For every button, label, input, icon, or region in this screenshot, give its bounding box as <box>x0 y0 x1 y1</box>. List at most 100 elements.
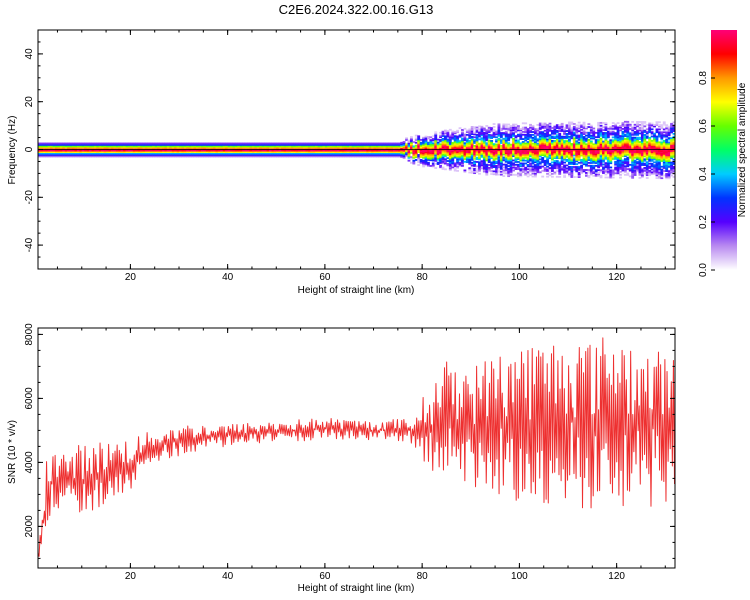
heatmap-cell <box>458 143 462 145</box>
heatmap-cell <box>589 143 593 146</box>
heatmap-cell <box>499 149 503 152</box>
heatmap-cell <box>149 152 153 155</box>
heatmap-cell <box>665 174 669 177</box>
heatmap-cell <box>497 149 501 152</box>
heatmap-cell <box>623 148 627 150</box>
heatmap-cell <box>563 137 566 140</box>
heatmap-cell <box>594 170 598 173</box>
heatmap-cell <box>417 159 421 162</box>
heatmap-cell <box>643 158 647 161</box>
heatmap-cell <box>79 145 83 148</box>
heatmap-cell <box>456 158 460 161</box>
heatmap-cell <box>183 152 187 155</box>
heatmap-cell <box>504 126 508 129</box>
heatmap-cell <box>621 146 625 149</box>
heatmap-cell <box>587 176 591 179</box>
heatmap-cell <box>645 149 649 152</box>
heatmap-cell <box>361 146 365 149</box>
heatmap-cell <box>162 145 165 148</box>
heatmap-cell <box>317 142 321 145</box>
heatmap-cell <box>572 160 576 163</box>
heatmap-cell <box>558 145 562 148</box>
heatmap-cell <box>242 155 246 158</box>
heatmap-cell <box>536 149 540 152</box>
heatmap-cell <box>264 142 267 145</box>
heatmap-cell <box>541 134 545 136</box>
heatmap-cell <box>453 149 457 152</box>
heatmap-cell <box>541 139 545 142</box>
heatmap-cell <box>76 149 80 152</box>
heatmap-cell <box>606 155 610 157</box>
heatmap-cell <box>176 142 180 145</box>
heatmap-cell <box>388 146 391 149</box>
heatmap-cell <box>64 155 68 158</box>
heatmap-cell <box>516 153 520 156</box>
heatmap-cell <box>232 155 236 158</box>
heatmap-cell <box>606 166 610 169</box>
heatmap-cell <box>371 142 374 145</box>
heatmap-cell <box>650 172 654 175</box>
heatmap-cell <box>91 154 95 156</box>
heatmap-cell <box>499 136 503 139</box>
heatmap-cell <box>341 154 345 156</box>
heatmap-cell <box>602 144 605 147</box>
heatmap-cell <box>485 147 489 150</box>
heatmap-cell <box>504 149 508 152</box>
heatmap-cell <box>638 123 642 126</box>
heatmap-cell <box>268 155 272 158</box>
heatmap-cell <box>487 164 491 166</box>
heatmap-cell <box>446 142 450 145</box>
heatmap-cell <box>558 130 562 132</box>
heatmap-cell <box>458 145 462 148</box>
heatmap-cell <box>536 145 540 148</box>
heatmap-cell <box>47 151 51 153</box>
heatmap-cell <box>660 134 664 137</box>
heatmap-cell <box>298 154 301 156</box>
heatmap-cell <box>609 149 613 152</box>
heatmap-cell <box>465 144 469 146</box>
heatmap-cell <box>653 170 656 172</box>
heatmap-cell <box>553 162 557 165</box>
heatmap-cell <box>490 165 494 168</box>
heatmap-cell <box>633 159 637 162</box>
heatmap-cell <box>337 155 340 158</box>
heatmap-cell <box>504 139 508 142</box>
heatmap-cell <box>665 141 669 144</box>
heatmap-cell <box>465 131 469 133</box>
heatmap-cell <box>283 151 287 153</box>
heatmap-cell <box>572 127 576 130</box>
heatmap-cell <box>337 146 340 149</box>
heatmap-cell <box>62 146 66 149</box>
heatmap-cell <box>616 143 620 146</box>
heatmap-cell <box>604 126 608 129</box>
heatmap-cell <box>640 172 644 175</box>
heatmap-cell <box>81 151 85 153</box>
heatmap-cell <box>597 147 601 150</box>
heatmap-cell <box>602 134 605 137</box>
heatmap-cell <box>597 173 601 176</box>
heatmap-cell <box>524 129 528 132</box>
heatmap-cell <box>504 146 508 149</box>
heatmap-cell <box>324 154 328 156</box>
heatmap-cell <box>478 142 481 145</box>
heatmap-cell <box>149 155 153 158</box>
heatmap-cell <box>611 145 615 147</box>
heatmap-cell <box>636 142 639 145</box>
heatmap-cell <box>157 154 160 156</box>
heatmap-cell <box>592 150 596 153</box>
heatmap-cell <box>519 172 523 175</box>
heatmap-cell <box>310 151 314 153</box>
heatmap-cell <box>108 154 112 156</box>
heatmap-cell <box>419 161 423 164</box>
heatmap-cell <box>193 155 197 158</box>
heatmap-cell <box>144 152 148 155</box>
heatmap-cell <box>171 144 175 146</box>
heatmap-cell <box>672 137 675 140</box>
heatmap-cell <box>665 170 669 172</box>
heatmap-cell <box>210 155 214 158</box>
heatmap-cell <box>266 146 270 149</box>
heatmap-cell <box>461 154 464 157</box>
heatmap-cell <box>485 142 489 145</box>
heatmap-cell <box>633 171 637 174</box>
heatmap-cell <box>290 152 294 155</box>
